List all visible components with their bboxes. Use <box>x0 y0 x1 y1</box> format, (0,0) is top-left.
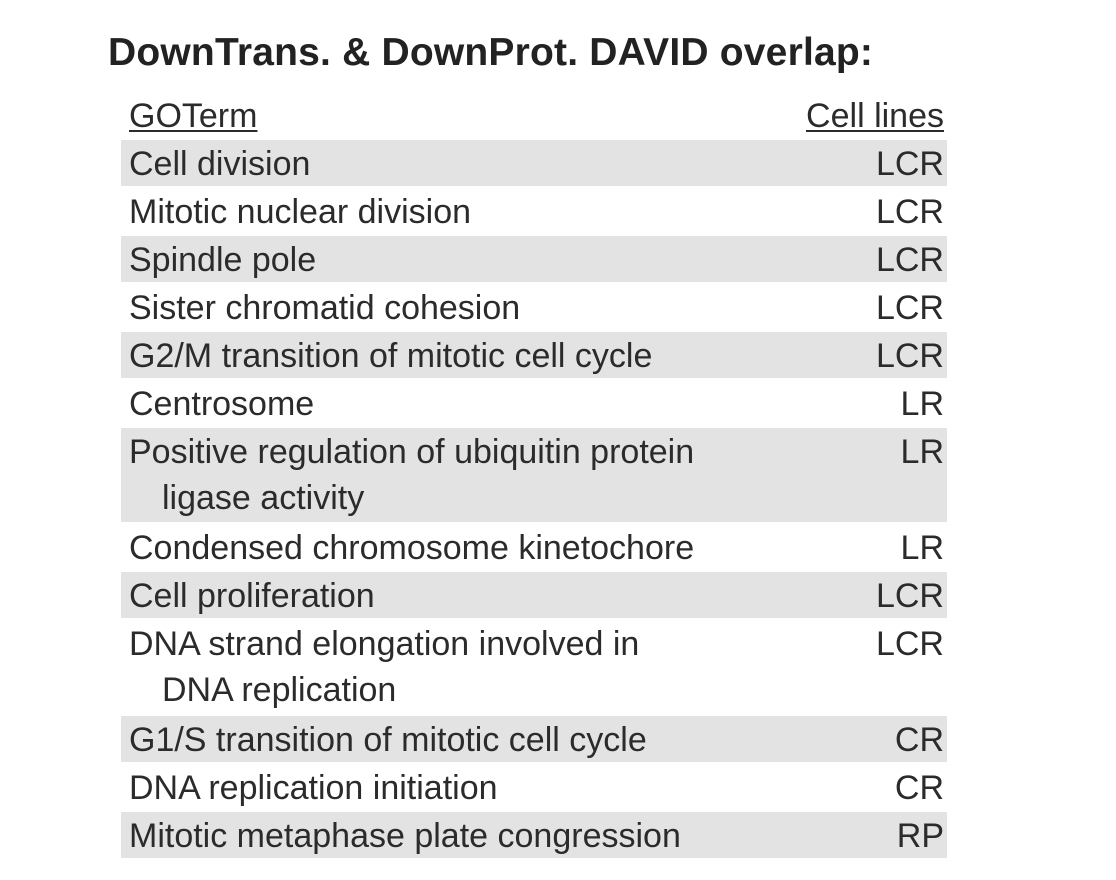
cell-lines: LCR <box>875 577 944 615</box>
go-term: Cell proliferation <box>129 577 375 615</box>
table-row: Mitotic metaphase plate congression RP <box>121 812 947 860</box>
header-goterm: GOTerm <box>129 97 258 135</box>
go-term-continuation: DNA replication <box>162 671 397 709</box>
table-header: GOTerm Cell lines <box>121 92 947 140</box>
cell-lines: CR <box>894 769 944 807</box>
table-row: G1/S transition of mitotic cell cycle CR <box>121 716 947 764</box>
go-term: Cell division <box>129 145 311 183</box>
table-row: Centrosome LR <box>121 380 947 428</box>
cell-lines: LCR <box>875 145 944 183</box>
cell-lines: CR <box>894 721 944 759</box>
go-term: Spindle pole <box>129 241 317 279</box>
table-row: G2/M transition of mitotic cell cycle LC… <box>121 332 947 380</box>
table-row: Spindle pole LCR <box>121 236 947 284</box>
page-title: DownTrans. & DownProt. DAVID overlap: <box>108 31 874 74</box>
go-term: G2/M transition of mitotic cell cycle <box>129 337 653 375</box>
table-row: Cell proliferation LCR <box>121 572 947 620</box>
table-row: Mitotic nuclear division LCR <box>121 188 947 236</box>
header-cell-lines: Cell lines <box>806 97 944 135</box>
go-term-continuation: ligase activity <box>162 479 365 517</box>
go-term: Condensed chromosome kinetochore <box>129 529 695 567</box>
cell-lines: LR <box>900 433 944 471</box>
table-row: DNA strand elongation involved in DNA re… <box>121 620 947 716</box>
cell-lines: LCR <box>875 241 944 279</box>
table-row: Positive regulation of ubiquitin protein… <box>121 428 947 524</box>
go-term: Sister chromatid cohesion <box>129 289 521 327</box>
table-row: Condensed chromosome kinetochore LR <box>121 524 947 572</box>
go-term: G1/S transition of mitotic cell cycle <box>129 721 647 759</box>
cell-lines: LR <box>900 529 944 567</box>
cell-lines: RP <box>896 817 944 855</box>
cell-lines: LCR <box>875 625 944 663</box>
go-term: Mitotic nuclear division <box>129 193 472 231</box>
go-term: Mitotic metaphase plate congression <box>129 817 681 855</box>
cell-lines: LCR <box>875 337 944 375</box>
go-term-table: GOTerm Cell lines Cell division LCR Mito… <box>121 92 947 860</box>
go-term: DNA strand elongation involved in DNA re… <box>129 621 819 713</box>
cell-lines: LCR <box>875 193 944 231</box>
cell-lines: LCR <box>875 289 944 327</box>
go-term: DNA replication initiation <box>129 769 498 807</box>
table-row: Cell division LCR <box>121 140 947 188</box>
go-term: Positive regulation of ubiquitin protein… <box>129 429 819 521</box>
cell-lines: LR <box>900 385 944 423</box>
go-term: Centrosome <box>129 385 315 423</box>
table-row: DNA replication initiation CR <box>121 764 947 812</box>
table-row: Sister chromatid cohesion LCR <box>121 284 947 332</box>
